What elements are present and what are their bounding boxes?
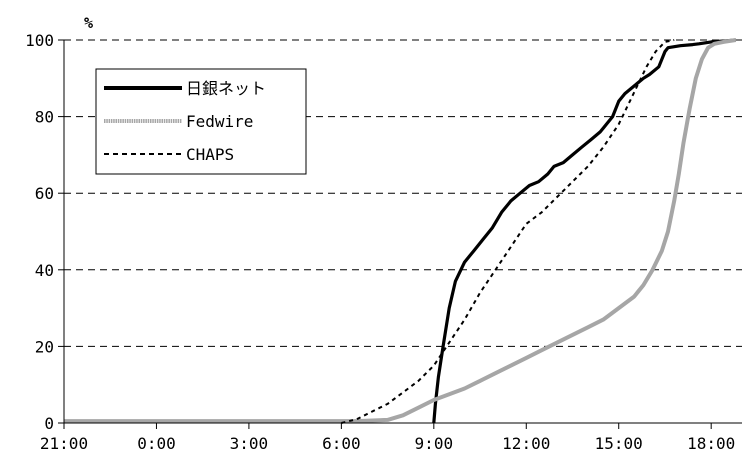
series-line-1 bbox=[64, 38, 737, 424]
x-tick-label: 3:00 bbox=[230, 434, 269, 453]
x-tick-label: 18:00 bbox=[687, 434, 735, 453]
series-line-0 bbox=[432, 38, 736, 424]
y-tick-label: 20 bbox=[35, 337, 54, 356]
x-tick-labels: 21:00 0:00 3:00 6:00 9:00 12:00 15:00 18:00 bbox=[40, 434, 735, 453]
y-tick-label: 80 bbox=[35, 108, 54, 127]
series-lines bbox=[64, 38, 737, 424]
y-tick-label: 60 bbox=[35, 184, 54, 203]
y-tick-label: 0 bbox=[44, 414, 54, 433]
y-tick-label: 40 bbox=[35, 261, 54, 280]
x-tick-label: 9:00 bbox=[415, 434, 454, 453]
x-tick-label: 15:00 bbox=[595, 434, 643, 453]
legend-label-2: CHAPS bbox=[186, 145, 234, 164]
x-tick-label: 0:00 bbox=[137, 434, 176, 453]
x-tick-label: 6:00 bbox=[322, 434, 361, 453]
x-tick-label: 21:00 bbox=[40, 434, 88, 453]
legend-label-0: 日銀ネット bbox=[186, 79, 266, 98]
series-line-2 bbox=[341, 39, 675, 424]
y-tick-labels: 0 20 40 60 80 100 bbox=[25, 31, 54, 433]
y-tick-label: 100 bbox=[25, 31, 54, 50]
legend-label-1: Fedwire bbox=[186, 112, 253, 131]
legend: 日銀ネット Fedwire CHAPS bbox=[95, 68, 307, 175]
y-axis-unit-label: % bbox=[84, 14, 93, 32]
axes bbox=[58, 39, 742, 429]
x-tick-label: 12:00 bbox=[502, 434, 550, 453]
